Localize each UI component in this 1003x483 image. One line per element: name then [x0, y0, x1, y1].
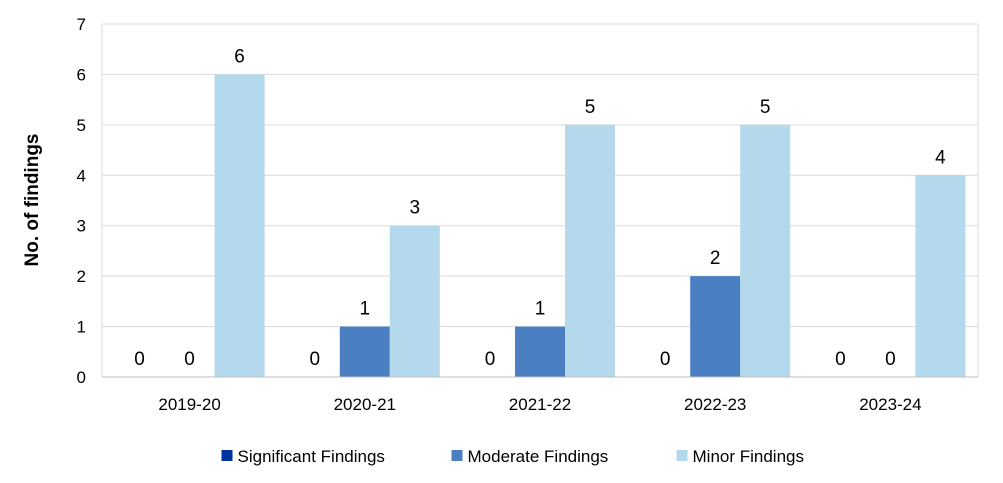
x-tick-label: 2022-23 [684, 395, 746, 414]
y-tick-label: 0 [77, 368, 86, 387]
x-tick-label: 2021-22 [509, 395, 571, 414]
y-tick-label: 6 [77, 65, 86, 84]
bar-minor-findings [389, 225, 440, 377]
x-tick-label: 2023-24 [859, 395, 921, 414]
axes: 0 1 2 3 4 5 6 7 2019-20 2020-21 2021-22 2022-23 2023… [77, 15, 979, 414]
data-label: 6 [234, 46, 245, 67]
y-tick-label: 5 [77, 116, 86, 135]
data-labels: 0 0 6 0 1 3 0 1 5 0 2 5 0 0 4 [134, 46, 946, 370]
legend-label: Minor Findings [693, 447, 805, 466]
data-label: 0 [485, 349, 496, 370]
data-label: 0 [660, 349, 671, 370]
legend-swatch [451, 450, 463, 461]
bar-moderate-findings [690, 276, 741, 377]
data-label: 0 [835, 349, 846, 370]
y-tick-label: 7 [77, 15, 86, 34]
y-tick-label: 2 [77, 267, 86, 286]
data-label: 0 [134, 349, 145, 370]
legend-label: Significant Findings [238, 447, 385, 466]
data-label: 0 [184, 349, 195, 370]
data-label: 0 [885, 349, 896, 370]
legend-label: Moderate Findings [468, 447, 609, 466]
data-label: 1 [360, 299, 371, 320]
legend: Significant Findings Moderate Findings Min… [221, 447, 805, 466]
bar-moderate-findings [339, 326, 390, 377]
bar-minor-findings [915, 175, 966, 377]
y-tick-label: 3 [77, 217, 86, 236]
y-tick-label: 4 [77, 166, 86, 185]
y-axis-title: No. of findings [22, 134, 43, 267]
bar-minor-findings [214, 74, 265, 377]
bar-moderate-findings [515, 326, 565, 377]
x-tick-label: 2020-21 [334, 395, 396, 414]
data-label: 1 [535, 299, 546, 320]
data-label: 5 [760, 97, 771, 118]
data-label: 5 [585, 97, 596, 118]
y-tick-label: 1 [77, 318, 86, 337]
data-label: 3 [410, 198, 421, 219]
legend-swatch [676, 450, 688, 461]
bars [214, 74, 966, 377]
data-label: 0 [310, 349, 321, 370]
x-tick-label: 2019-20 [158, 395, 220, 414]
bar-minor-findings [740, 124, 791, 377]
data-label: 2 [710, 248, 721, 269]
bar-minor-findings [565, 124, 615, 377]
legend-swatch [221, 450, 233, 461]
data-label: 4 [935, 147, 946, 168]
